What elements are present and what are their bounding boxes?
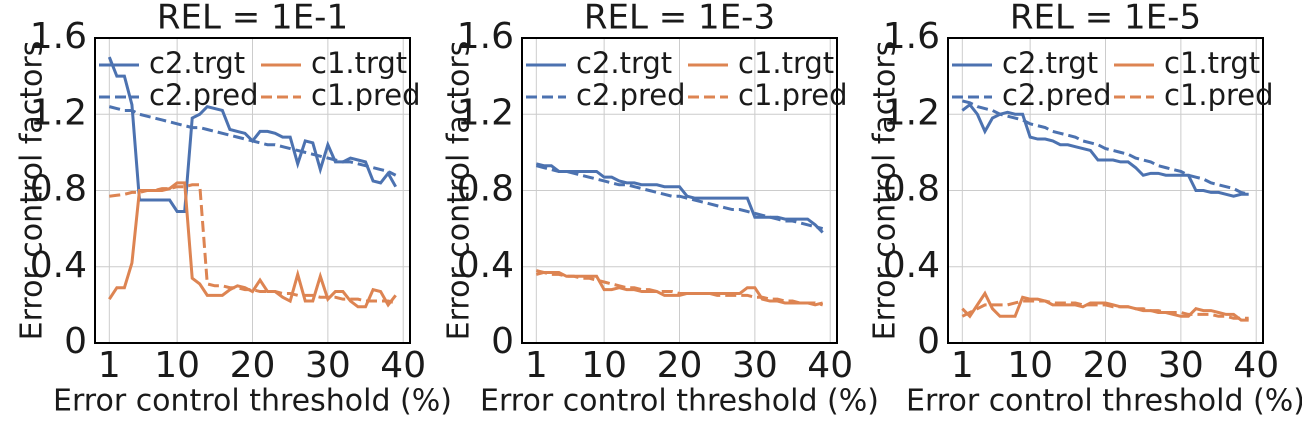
legend-label: c2.pred	[576, 78, 686, 112]
x-tick-label: 10	[581, 345, 627, 386]
series-line	[961, 299, 1249, 320]
x-axis-label: Error control threshold (%)	[53, 384, 452, 419]
chart-title: REL = 1E-3	[584, 0, 775, 38]
y-tick-label: 0.4	[457, 245, 514, 286]
legend-label: c2.pred	[149, 78, 259, 112]
y-tick-label: 1.6	[883, 16, 940, 57]
x-tick-label: 40	[380, 345, 426, 386]
y-tick-label: 1.6	[30, 16, 87, 57]
x-tick-label: 1	[951, 345, 974, 386]
chart-title: REL = 1E-5	[1010, 0, 1201, 38]
legend-label: c2.trgt	[149, 46, 245, 80]
chart-title: REL = 1E-1	[157, 0, 348, 38]
legend-label: c1.trgt	[738, 46, 834, 80]
legend-label: c2.pred	[1002, 78, 1112, 112]
series-line	[535, 164, 824, 231]
x-tick-label: 20	[657, 345, 703, 386]
x-tick-label: 20	[230, 345, 276, 386]
x-axis-label: Error control threshold (%)	[906, 384, 1302, 419]
x-tick-label: 30	[1158, 345, 1204, 386]
x-tick-label: 40	[807, 345, 853, 386]
legend-label: c2.trgt	[1002, 46, 1098, 80]
legend-label: c1.pred	[738, 78, 848, 112]
series-line	[108, 105, 397, 177]
y-tick-label: 0.8	[883, 169, 940, 210]
y-tick-label: 0.4	[30, 245, 87, 286]
y-axis-label: Error control factors	[442, 41, 477, 341]
y-tick-label: 0.8	[457, 169, 514, 210]
y-tick-label: 1.2	[457, 92, 514, 133]
series-line	[535, 269, 824, 307]
x-tick-label: 1	[98, 345, 121, 386]
series-line	[109, 183, 397, 305]
x-axis-label: Error control threshold (%)	[480, 384, 879, 419]
series-line	[535, 270, 824, 307]
y-tick-label: 0	[917, 321, 940, 362]
x-tick-label: 10	[1007, 345, 1053, 386]
y-tick-label: 0	[491, 321, 514, 362]
y-tick-label: 0	[64, 321, 87, 362]
legend-label: c1.pred	[311, 78, 421, 112]
legend-label: c1.pred	[1164, 78, 1274, 112]
x-tick-label: 20	[1083, 345, 1129, 386]
legend-label: c1.trgt	[311, 46, 407, 80]
y-tick-label: 1.2	[30, 92, 87, 133]
legend-label: c1.trgt	[1164, 46, 1260, 80]
y-tick-label: 1.2	[883, 92, 940, 133]
x-tick-label: 30	[732, 345, 778, 386]
x-tick-label: 30	[305, 345, 351, 386]
series-line	[961, 102, 1249, 198]
legend-label: c2.trgt	[576, 46, 672, 80]
x-tick-label: 1	[525, 345, 548, 386]
y-axis-label: Error control factors	[15, 41, 50, 341]
axes-frame	[94, 37, 411, 344]
x-tick-label: 10	[154, 345, 200, 386]
axes-frame	[521, 37, 838, 344]
x-tick-label: 40	[1233, 345, 1279, 386]
y-tick-label: 0.4	[883, 245, 940, 286]
axes-frame	[947, 37, 1264, 344]
y-tick-label: 1.6	[457, 16, 514, 57]
y-axis-label: Error control factors	[868, 41, 903, 341]
y-tick-label: 0.8	[30, 169, 87, 210]
series-line	[961, 99, 1250, 196]
series-line	[961, 290, 1249, 322]
